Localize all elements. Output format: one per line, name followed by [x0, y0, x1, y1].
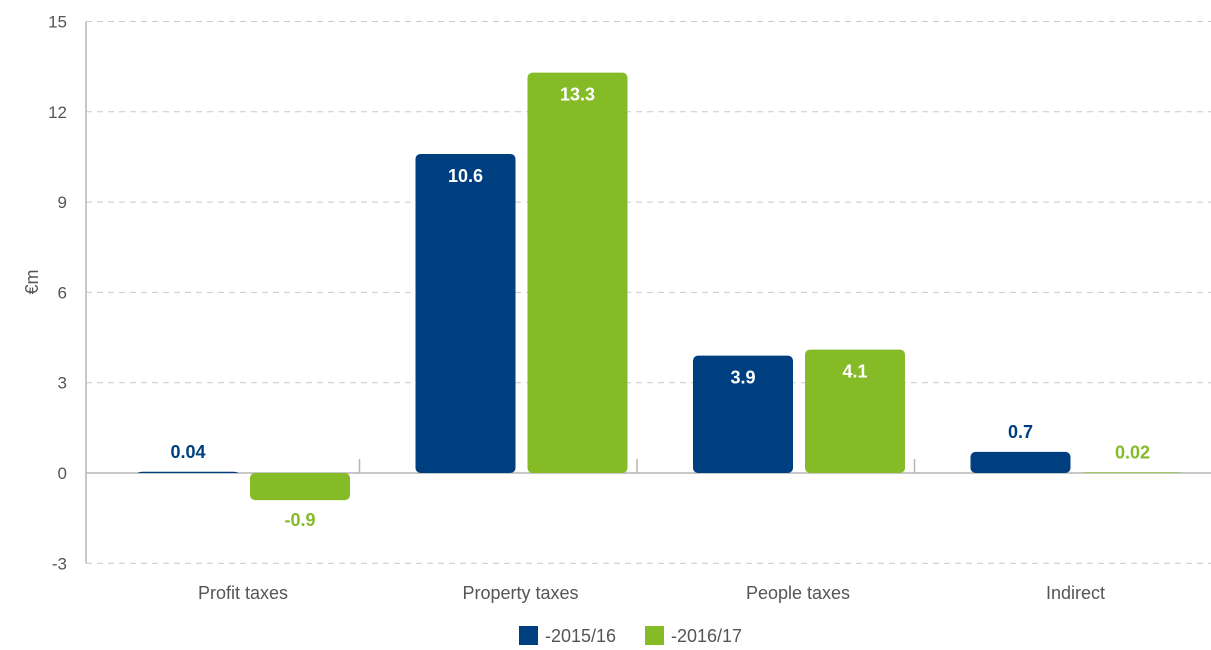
gridlines — [86, 21, 1211, 564]
x-category-label: People taxes — [746, 583, 850, 603]
x-category-label: Property taxes — [462, 583, 578, 603]
bar-series-1 — [138, 471, 238, 473]
data-label: 3.9 — [730, 368, 755, 388]
bar-series-1 — [415, 153, 516, 473]
bar-series-2 — [250, 473, 350, 501]
data-label: -0.9 — [284, 510, 315, 530]
data-label: 0.04 — [170, 442, 205, 462]
y-tick-label: 12 — [48, 103, 67, 122]
data-label: 4.1 — [842, 362, 867, 382]
x-category-label: Profit taxes — [198, 583, 288, 603]
y-tick-label: 9 — [58, 193, 67, 212]
y-tick-label: 0 — [58, 464, 67, 483]
bar-series-2 — [527, 72, 628, 474]
bar-series-2 — [1082, 472, 1183, 473]
data-label: 10.6 — [448, 166, 483, 186]
legend-swatch — [519, 626, 538, 645]
data-labels: 0.04 10.6 3.9 0.7 -0.9 13.3 4.1 0.02 — [170, 85, 1150, 530]
data-label: 0.02 — [1115, 442, 1150, 462]
legend: -2015/16 -2016/17 — [519, 626, 742, 646]
legend-swatch — [645, 626, 664, 645]
bar-series-2 — [805, 349, 905, 473]
bar-series-1 — [693, 355, 793, 473]
legend-label: -2015/16 — [545, 626, 616, 646]
bar-series-1 — [970, 451, 1071, 473]
y-tick-label: 15 — [48, 13, 67, 32]
y-tick-label: 6 — [58, 283, 67, 302]
bars — [138, 72, 1183, 501]
axes: -3 0 3 6 9 12 15 Profit taxes Property taxes Peop… — [48, 13, 1211, 603]
y-tick-label: 3 — [58, 374, 67, 393]
data-label: 0.7 — [1008, 422, 1033, 442]
x-category-label: Indirect — [1046, 583, 1105, 603]
data-label: 13.3 — [560, 85, 595, 105]
y-tick-label: -3 — [52, 554, 67, 573]
y-axis-title: €m — [22, 269, 42, 294]
legend-label: -2016/17 — [671, 626, 742, 646]
